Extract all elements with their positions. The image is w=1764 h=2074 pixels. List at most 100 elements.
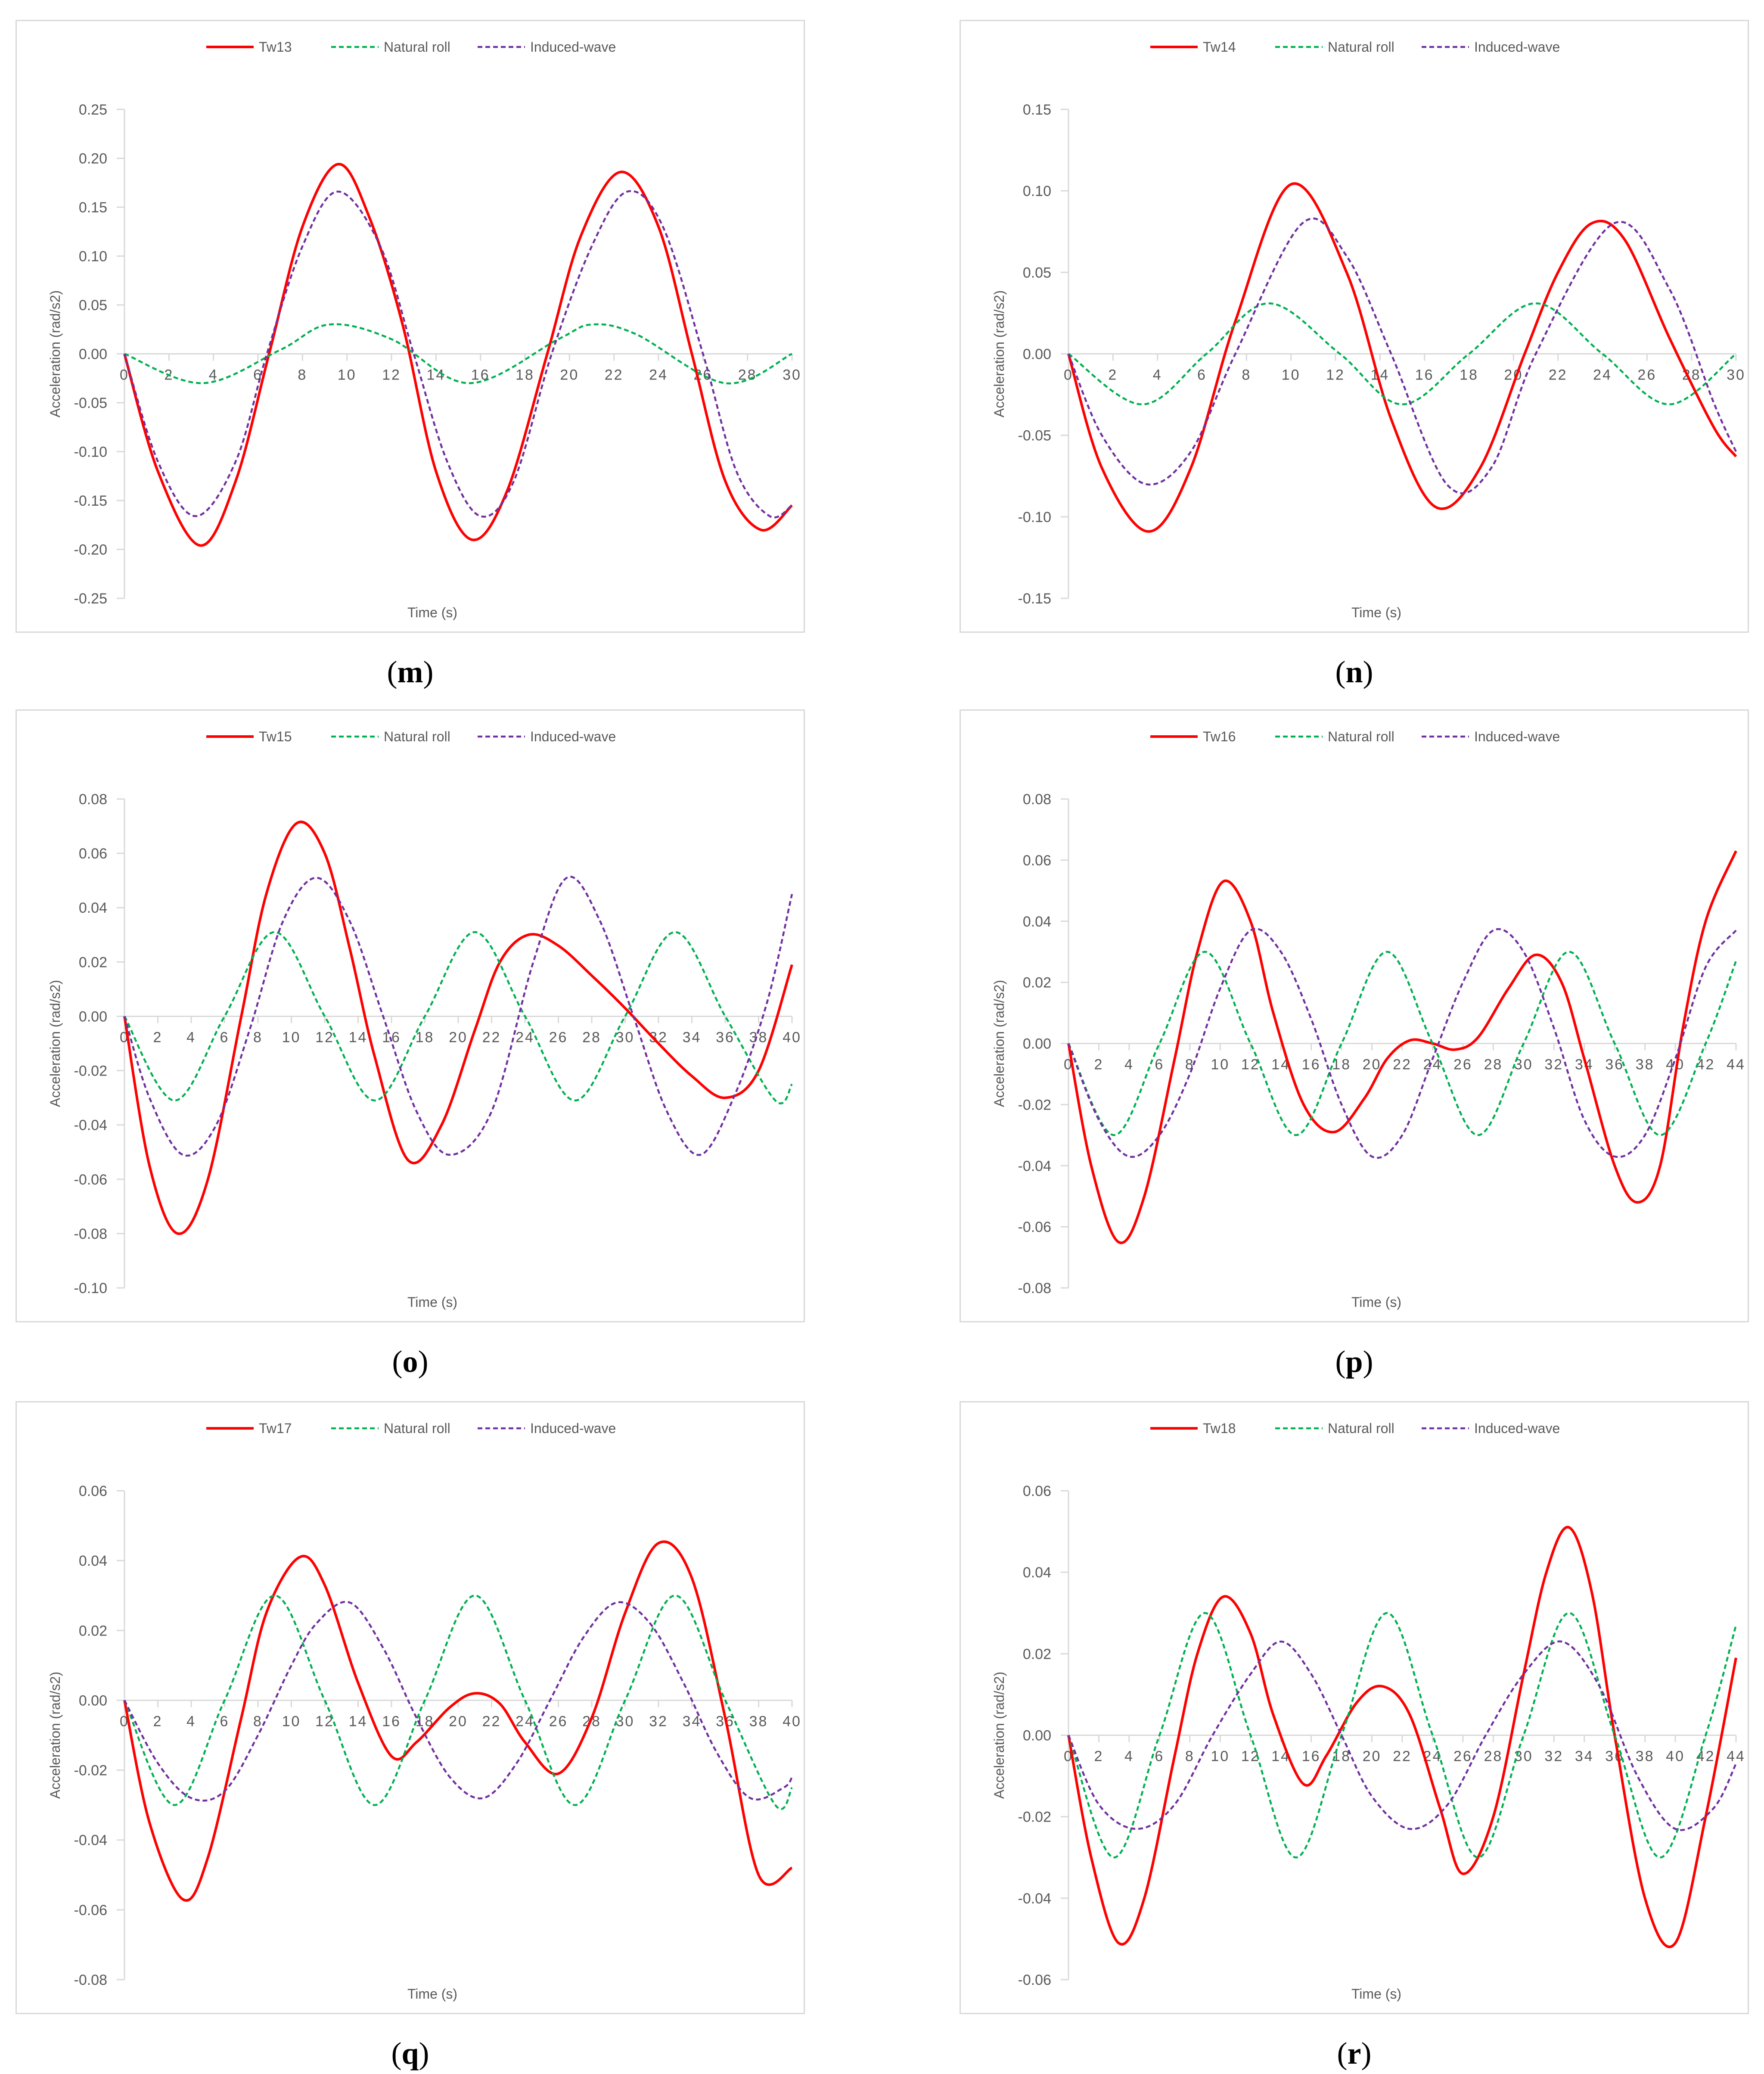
x-tick-label: 26	[1453, 1748, 1472, 1765]
x-tick-label: 36	[716, 1029, 735, 1045]
panel-caption: (n)	[1335, 655, 1373, 689]
y-tick-label: -0.06	[1018, 1219, 1052, 1235]
x-tick-label: 12	[315, 1713, 334, 1729]
y-tick-label: 0.08	[1023, 791, 1051, 808]
y-tick-label: -0.10	[74, 444, 108, 460]
x-tick-label: 22	[1393, 1057, 1412, 1073]
series-line-tw	[123, 163, 793, 547]
x-tick-label: 4	[1153, 367, 1162, 383]
y-tick-label: -0.04	[74, 1832, 108, 1849]
x-tick-label: 12	[315, 1029, 334, 1045]
legend-label-induced: Induced-wave	[1474, 1421, 1560, 1436]
y-tick-label: 0.02	[79, 1623, 107, 1639]
x-tick-label: 24	[516, 1029, 534, 1045]
chart-svg: -0.06-0.04-0.020.000.020.040.060 2 4 6 8 10 12…	[991, 1421, 1744, 2002]
series-line-natural	[1067, 1612, 1737, 1859]
y-tick-label: -0.10	[1018, 509, 1052, 525]
panel-caption-letter: o	[402, 1344, 418, 1379]
x-tick-label: 30	[1514, 1748, 1533, 1765]
x-tick-label: 34	[1575, 1748, 1594, 1765]
chart-panel-n: -0.15 -0.10 -0.05 0.00 0.05 0.10 0.15 0 2 4 6 8 10 12…	[960, 20, 1749, 633]
y-tick-label: 0.10	[1023, 183, 1051, 199]
x-tick-label: 24	[649, 367, 668, 383]
panel-caption-letter: q	[401, 2036, 419, 2071]
y-tick-label: 0.04	[79, 1553, 107, 1569]
y-axis-title: Acceleration (rad/s2)	[47, 290, 63, 417]
y-tick-label: 0.08	[79, 791, 107, 808]
y-tick-label: 0.00	[79, 1008, 107, 1025]
chart-panel-p: -0.08 -0.06 -0.04 -0.02 0.00 0.02 0.04 0.06 0.08…	[960, 709, 1749, 1322]
x-tick-label: 0	[120, 367, 129, 383]
x-tick-label: 26	[1637, 367, 1656, 383]
x-tick-label: 16	[1302, 1748, 1321, 1765]
x-tick-label: 22	[1393, 1748, 1412, 1765]
legend-label-natural: Natural roll	[384, 729, 450, 744]
x-tick-label: 10	[1282, 367, 1301, 383]
panel-caption: (o)	[392, 1344, 429, 1379]
chart-panel-m: -0.25 -0.20 -0.15 -0.10 -0.05 0.00 0.05 0.10 0.1…	[16, 20, 805, 633]
series-line-tw	[1067, 850, 1737, 1244]
y-tick-label: 0.00	[79, 1692, 107, 1709]
y-axis-title: Acceleration (rad/s2)	[991, 290, 1007, 417]
x-tick-label: 10	[282, 1029, 301, 1045]
panel-caption: (q)	[391, 2036, 429, 2071]
x-tick-label: 2	[153, 1713, 163, 1729]
x-tick-label: 10	[282, 1713, 301, 1729]
x-tick-label: 16	[1302, 1057, 1321, 1073]
legend-label-tw: Tw15	[259, 729, 292, 744]
x-tick-label: 40	[783, 1713, 801, 1729]
y-tick-label: 0.10	[79, 249, 107, 265]
series-line-natural	[1068, 302, 1737, 406]
x-tick-label: 4	[1124, 1057, 1134, 1073]
panel-caption-letter: p	[1345, 1344, 1363, 1379]
y-tick-label: 0.15	[79, 199, 107, 216]
x-tick-label: 40	[783, 1029, 801, 1045]
x-axis-title: Time (s)	[407, 1986, 457, 2002]
x-tick-label: 30	[1727, 367, 1745, 383]
y-tick-label: -0.10	[74, 1280, 108, 1297]
series-line-natural	[1067, 951, 1737, 1136]
x-tick-label: 20	[1363, 1057, 1382, 1073]
x-tick-label: 2	[1094, 1748, 1103, 1765]
legend-label-induced: Induced-wave	[530, 1421, 616, 1436]
y-tick-label: -0.02	[1018, 1097, 1052, 1113]
chart-panel-r: -0.06 -0.04 -0.02 0.00 0.02 0.04 0.06 0 2 4 6 8 10 12…	[960, 1401, 1749, 2014]
x-tick-label: 8	[253, 1029, 263, 1045]
x-tick-label: 6	[1155, 1057, 1164, 1073]
x-tick-label: 8	[1242, 367, 1251, 383]
legend-label-natural: Natural roll	[1328, 1421, 1394, 1436]
y-tick-label: 0.00	[1023, 1036, 1051, 1052]
legend-label-induced: Induced-wave	[530, 39, 616, 55]
panel-caption: (r)	[1337, 2036, 1372, 2071]
y-tick-label: 0.00	[1023, 346, 1051, 363]
x-tick-label: 28	[1484, 1057, 1503, 1073]
x-tick-label: 8	[1185, 1748, 1195, 1765]
x-tick-label: 8	[253, 1713, 263, 1729]
y-tick-label: 0.06	[1023, 1483, 1051, 1499]
y-axis-title: Acceleration (rad/s2)	[47, 1672, 63, 1799]
x-tick-label: 36	[1605, 1748, 1624, 1765]
panel-caption-letter: m	[397, 655, 423, 689]
y-tick-label: 0.05	[79, 297, 107, 314]
x-tick-label: 24	[1593, 367, 1612, 383]
y-tick-label: 0.00	[1023, 1728, 1051, 1744]
x-tick-label: 36	[1605, 1057, 1624, 1073]
legend-label-natural: Natural roll	[384, 1421, 450, 1436]
x-tick-label: 0	[1064, 367, 1073, 383]
y-tick-label: 0.04	[79, 900, 107, 916]
panel-caption-letter: n	[1345, 655, 1363, 689]
legend-label-induced: Induced-wave	[530, 729, 616, 744]
x-tick-label: 22	[482, 1029, 501, 1045]
x-tick-label: 0	[1064, 1057, 1073, 1073]
y-tick-label: 0.04	[1023, 1564, 1051, 1581]
legend-label-tw: Tw16	[1203, 729, 1236, 744]
y-tick-label: -0.15	[74, 493, 108, 509]
x-axis-title: Time (s)	[1351, 1986, 1401, 2002]
y-tick-label: -0.08	[1018, 1280, 1052, 1297]
y-tick-label: -0.02	[74, 1063, 108, 1079]
x-tick-label: 20	[1363, 1748, 1382, 1765]
y-tick-label: 0.25	[79, 102, 107, 118]
x-tick-label: 4	[209, 367, 218, 383]
x-tick-label: 4	[186, 1713, 196, 1729]
x-tick-label: 14	[349, 1029, 368, 1045]
